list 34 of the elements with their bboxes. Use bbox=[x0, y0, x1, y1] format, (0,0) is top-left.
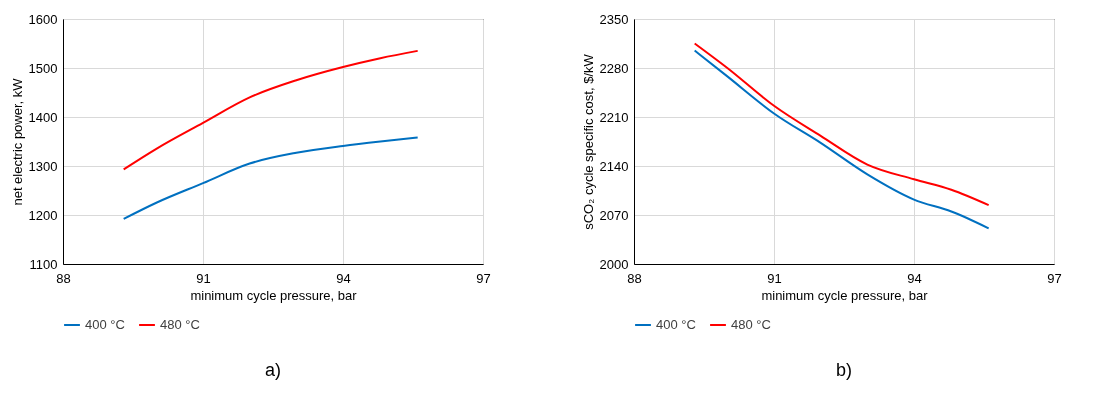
y-axis-title: net electric power, kW bbox=[9, 77, 25, 206]
x-tick-label: 94 bbox=[336, 270, 351, 286]
x-tick-label: 91 bbox=[196, 270, 211, 286]
y-axis-title: sCO₂ cycle specific cost, $/kW bbox=[580, 53, 596, 230]
y-tick-label: 1200 bbox=[28, 207, 58, 223]
y-tick-label: 2210 bbox=[599, 109, 629, 125]
y-tick-label: 1400 bbox=[28, 109, 58, 125]
y-tick-label: 1600 bbox=[28, 11, 58, 27]
x-tick-label: 88 bbox=[56, 270, 71, 286]
y-tick-label: 1100 bbox=[29, 256, 58, 272]
x-axis-title: minimum cycle pressure, bar bbox=[761, 287, 929, 303]
y-tick-label: 2350 bbox=[599, 11, 629, 27]
y-tick-label: 2070 bbox=[599, 207, 629, 223]
x-axis-title: minimum cycle pressure, bar bbox=[190, 287, 358, 303]
line-series bbox=[693, 42, 990, 207]
y-tick-label: 2000 bbox=[599, 256, 629, 272]
x-tick-label: 94 bbox=[907, 270, 922, 286]
y-tick-label: 2140 bbox=[599, 158, 629, 174]
x-tick-label: 97 bbox=[1047, 270, 1062, 286]
x-tick-label: 97 bbox=[476, 270, 491, 286]
y-tick-label: 1500 bbox=[28, 60, 58, 76]
text: a) bbox=[264, 360, 282, 380]
line-series bbox=[693, 49, 990, 230]
y-tick-label: 2280 bbox=[599, 60, 629, 76]
x-tick-label: 91 bbox=[767, 270, 782, 286]
line-series bbox=[122, 49, 419, 171]
legend-label: 400 °C bbox=[656, 317, 696, 332]
legend-label: 480 °C bbox=[160, 317, 200, 332]
legend-label: 480 °C bbox=[731, 317, 771, 332]
line-series bbox=[122, 136, 419, 220]
x-tick-label: 88 bbox=[627, 270, 642, 286]
y-tick-label: 1300 bbox=[28, 158, 58, 174]
text: b) bbox=[835, 360, 853, 380]
legend-label: 400 °C bbox=[85, 317, 125, 332]
